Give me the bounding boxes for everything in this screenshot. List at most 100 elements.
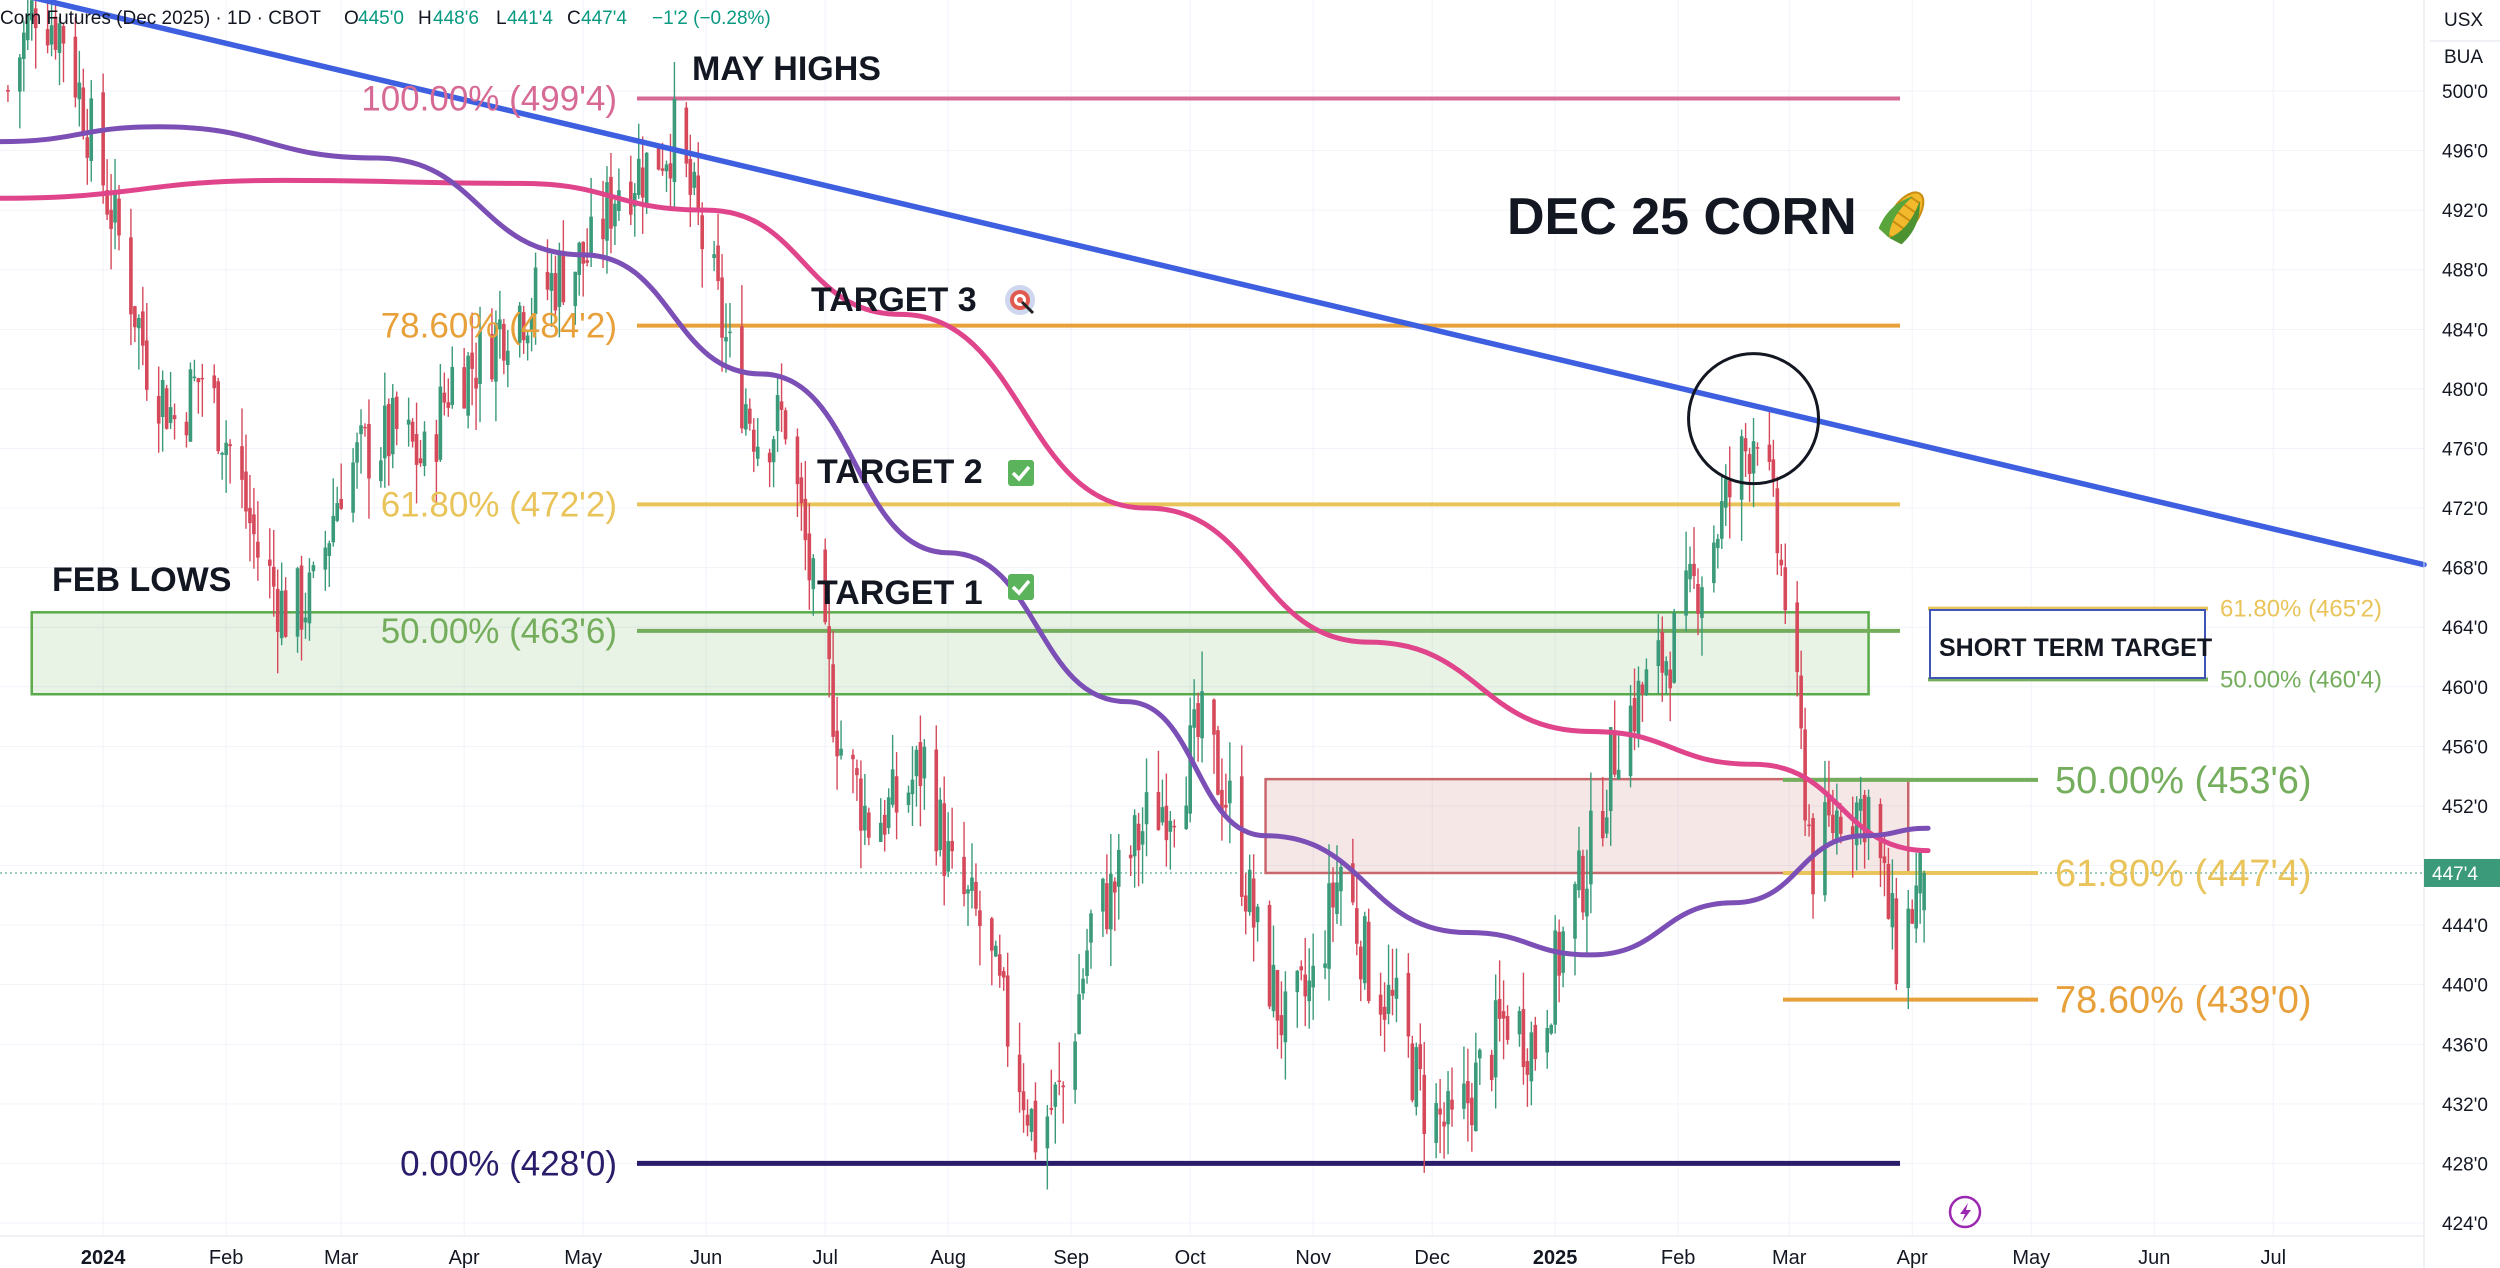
candle-body	[1612, 732, 1617, 775]
candle-body	[1517, 1011, 1522, 1035]
scale-badge-bua[interactable]: BUA	[2444, 47, 2483, 68]
candle-body	[1220, 789, 1224, 812]
time-tick-label: 2024	[81, 1247, 126, 1268]
close-value: 447'4	[581, 8, 627, 29]
candle-body	[1303, 974, 1308, 997]
candle-body	[851, 754, 855, 760]
candle-body	[1585, 888, 1589, 917]
candle-body	[1331, 882, 1335, 908]
candle-body	[1533, 1024, 1538, 1060]
time-tick-label: Dec	[1414, 1247, 1450, 1268]
time-tick-label: Oct	[1175, 1247, 1207, 1268]
candle-body	[1692, 563, 1696, 577]
candle-body	[696, 175, 701, 211]
candle-body	[1045, 1116, 1050, 1149]
candle-body	[1779, 559, 1784, 566]
candle-body	[1279, 1015, 1284, 1036]
candle-body	[164, 388, 169, 429]
candle-body	[660, 168, 665, 171]
candle-body	[1489, 1054, 1494, 1081]
candle-body	[1644, 669, 1649, 696]
price-axis[interactable]: 424'0428'0432'0436'0440'0444'0448'0452'0…	[2442, 82, 2488, 1235]
time-tick-label: May	[564, 1247, 602, 1268]
candle-body	[184, 421, 189, 436]
scale-badge-usx[interactable]: USX	[2444, 10, 2483, 31]
candle-body	[668, 163, 673, 179]
candle-body	[767, 452, 772, 463]
lightning-icon[interactable]	[1948, 1195, 1982, 1229]
candle-body	[506, 350, 510, 366]
candle-body	[1589, 810, 1593, 885]
candle-body	[466, 355, 470, 416]
candle-body	[275, 588, 280, 633]
candle-body	[601, 218, 605, 240]
candle-body	[775, 395, 780, 432]
candle-body	[1505, 1015, 1510, 1040]
candle-body	[434, 434, 439, 462]
fib-label-short-term: 50.00% (460'4)	[2220, 666, 2382, 693]
may-highs-label: MAY HIGHS	[692, 50, 881, 88]
candle-body	[105, 190, 109, 215]
candle-body	[1160, 807, 1165, 823]
time-tick-label: Feb	[209, 1247, 243, 1268]
candle-body	[974, 881, 978, 909]
feb-lows-label: FEB LOWS	[52, 561, 231, 599]
candle-body	[577, 242, 582, 275]
candle-body	[1105, 883, 1109, 930]
candle-body	[918, 742, 923, 787]
candle-body	[942, 803, 947, 876]
time-tick-label: Mar	[1772, 1247, 1807, 1268]
candle-body	[1831, 814, 1835, 834]
candle-body	[172, 415, 177, 420]
candle-body	[831, 664, 835, 737]
candle-body	[117, 198, 121, 236]
candle-body	[656, 143, 661, 170]
candle-body	[295, 568, 300, 637]
low-label: L	[496, 8, 507, 29]
candle-body	[133, 306, 137, 328]
candle-body	[1144, 792, 1149, 825]
last-price-badge-text: 447'4	[2432, 864, 2478, 885]
candle-body	[422, 431, 427, 466]
candle-body	[720, 277, 724, 338]
candle-body	[672, 98, 677, 183]
candle-body	[53, 16, 58, 50]
candle-body	[1712, 542, 1716, 584]
candle-body	[1224, 804, 1228, 808]
candle-body	[45, 29, 50, 46]
candle-body	[1390, 989, 1395, 996]
candle-body	[1172, 825, 1177, 828]
candle-body	[1660, 632, 1665, 673]
candle-body	[906, 792, 911, 806]
candle-body	[684, 107, 689, 164]
time-axis[interactable]: 2024 Feb Mar Apr May Jun Jul Aug Sep Oct Nov Dec 202…	[81, 1247, 2286, 1268]
candle-body	[966, 889, 970, 894]
candle-body	[1862, 794, 1867, 843]
candle-body	[1799, 675, 1803, 729]
candle-body	[1140, 831, 1145, 845]
candle-body	[1414, 1047, 1419, 1107]
candle-body	[1664, 661, 1669, 676]
candle-body	[1029, 1108, 1034, 1132]
candle-body	[1196, 703, 1200, 737]
price-tick-label: 492'0	[2442, 201, 2488, 222]
candle-body	[1164, 805, 1169, 841]
candle-body	[311, 565, 316, 572]
candle-body	[970, 877, 974, 891]
candle-body	[835, 730, 839, 757]
candle-body	[1858, 798, 1863, 811]
candle-body	[1450, 1099, 1454, 1110]
candle-body	[1283, 991, 1288, 1043]
candle-body	[327, 543, 332, 557]
candle-body	[664, 164, 669, 172]
candle-body	[728, 331, 732, 334]
candle-body	[224, 442, 228, 456]
price-tick-label: 484'0	[2442, 320, 2488, 341]
target-3-label: TARGET 3	[811, 281, 977, 319]
price-tick-label: 480'0	[2442, 380, 2488, 401]
candle-body	[271, 566, 276, 587]
candle-body	[196, 378, 201, 383]
candle-body	[462, 367, 466, 409]
candle-body	[978, 910, 982, 927]
